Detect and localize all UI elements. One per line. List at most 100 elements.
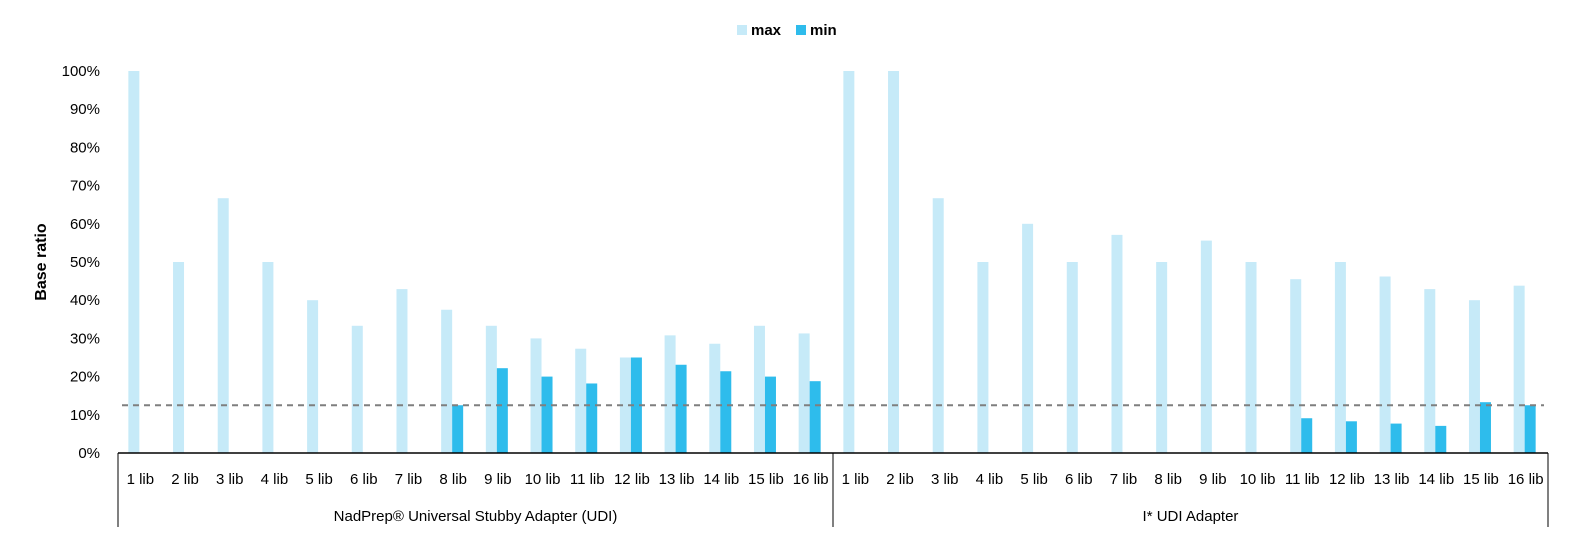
x-tick-label: 7 lib [1110,471,1138,488]
x-tick-label: 3 lib [931,471,959,488]
legend-swatch-min [796,25,806,35]
bar-max [798,333,810,453]
bar-min [1390,423,1402,453]
bars [122,71,1544,453]
y-axis: 0% 10% 20% 30% 40% 50% 60% 70% 80% 90% 100% [62,63,100,462]
group-label: I* UDI Adapter [1143,508,1239,525]
x-tick-label: 9 lib [1199,471,1227,488]
y-tick-label: 0% [78,445,100,462]
bar-max [664,335,676,453]
group-label: NadPrep® Universal Stubby Adapter (UDI) [334,508,618,525]
bar-max [262,262,274,453]
bar-max [1111,234,1123,453]
bar-max [1066,262,1078,453]
x-tick-label: 4 lib [976,471,1004,488]
x-tick-label: 16 lib [1508,471,1544,488]
bar-max [1022,223,1034,453]
bar-max [351,325,363,453]
y-tick-label: 10% [70,407,100,424]
x-tick-label: 6 lib [1065,471,1093,488]
x-axis: 1 lib 2 lib 3 lib 4 lib 5 lib 6 lib 7 lib 8 lib… [117,452,1549,527]
bar-max [217,198,229,453]
x-tick-label: 4 lib [261,471,289,488]
bar-min [720,371,732,453]
legend-label-min: min [810,22,837,39]
x-tick-label: 5 lib [305,471,333,488]
bar-max [173,262,185,453]
bar-max [396,289,408,453]
y-axis-title: Base ratio [33,223,50,301]
y-tick-label: 70% [70,178,100,195]
bar-max [843,71,855,453]
bar-min [1345,421,1357,453]
bar-max [888,71,900,453]
bar-min [1479,402,1491,453]
legend-swatch-max [737,25,747,35]
x-tick-label: 10 lib [1240,471,1276,488]
bar-min [1524,405,1536,453]
bar-min [541,376,553,453]
legend-label-max: max [751,22,782,39]
bar-min [809,381,821,453]
x-tick-label: 1 lib [127,471,155,488]
x-tick-label: 14 lib [1418,471,1454,488]
y-tick-label: 40% [70,292,100,309]
bar-max [619,357,631,453]
x-tick-label: 10 lib [525,471,561,488]
bar-max [1200,240,1212,453]
bar-max [1424,289,1436,453]
bar-max [485,325,497,453]
x-tick-label: 11 lib [570,471,605,488]
bar-max [977,262,989,453]
bar-max [753,325,765,453]
x-tick-label: 8 lib [439,471,467,488]
y-tick-label: 30% [70,330,100,347]
x-tick-label: 8 lib [1154,471,1182,488]
x-tick-label: 12 lib [614,471,650,488]
bar-max [709,343,721,453]
bar-max [932,198,944,453]
bar-max [530,338,542,453]
x-tick-label: 2 lib [886,471,914,488]
y-tick-label: 50% [70,254,100,271]
bar-min [496,368,508,453]
bar-max [1468,300,1480,453]
x-tick-label: 7 lib [395,471,423,488]
x-tick-label: 15 lib [748,471,784,488]
x-tick-label: 5 lib [1020,471,1048,488]
y-tick-label: 20% [70,369,100,386]
bar-min [1435,425,1447,453]
x-tick-label: 6 lib [350,471,378,488]
y-tick-label: 60% [70,216,100,233]
bar-max [1513,285,1525,453]
x-tick-label: 9 lib [484,471,512,488]
x-tick-label: 12 lib [1329,471,1365,488]
bar-max [307,300,319,453]
bar-max [1379,276,1391,453]
bar-min [675,364,687,453]
bar-max [1156,262,1168,453]
bar-min [1301,418,1313,453]
legend: max min [737,22,837,39]
bar-max [128,71,140,453]
x-tick-label: 2 lib [171,471,199,488]
x-tick-label: 13 lib [1374,471,1410,488]
bar-min [452,405,464,453]
bar-max [575,348,587,453]
x-tick-label: 3 lib [216,471,244,488]
x-tick-label: 11 lib [1285,471,1320,488]
y-tick-label: 80% [70,139,100,156]
x-tick-label: 13 lib [659,471,695,488]
y-tick-label: 100% [62,63,100,80]
x-tick-label: 1 lib [842,471,870,488]
x-tick-label: 14 lib [703,471,739,488]
bar-max [1290,279,1302,453]
bar-max [1334,262,1346,453]
bar-min [764,376,776,453]
bar-min [630,357,642,453]
bar-min [586,383,598,453]
x-tick-label: 15 lib [1463,471,1499,488]
x-tick-label: 16 lib [793,471,829,488]
bar-max [441,309,453,453]
